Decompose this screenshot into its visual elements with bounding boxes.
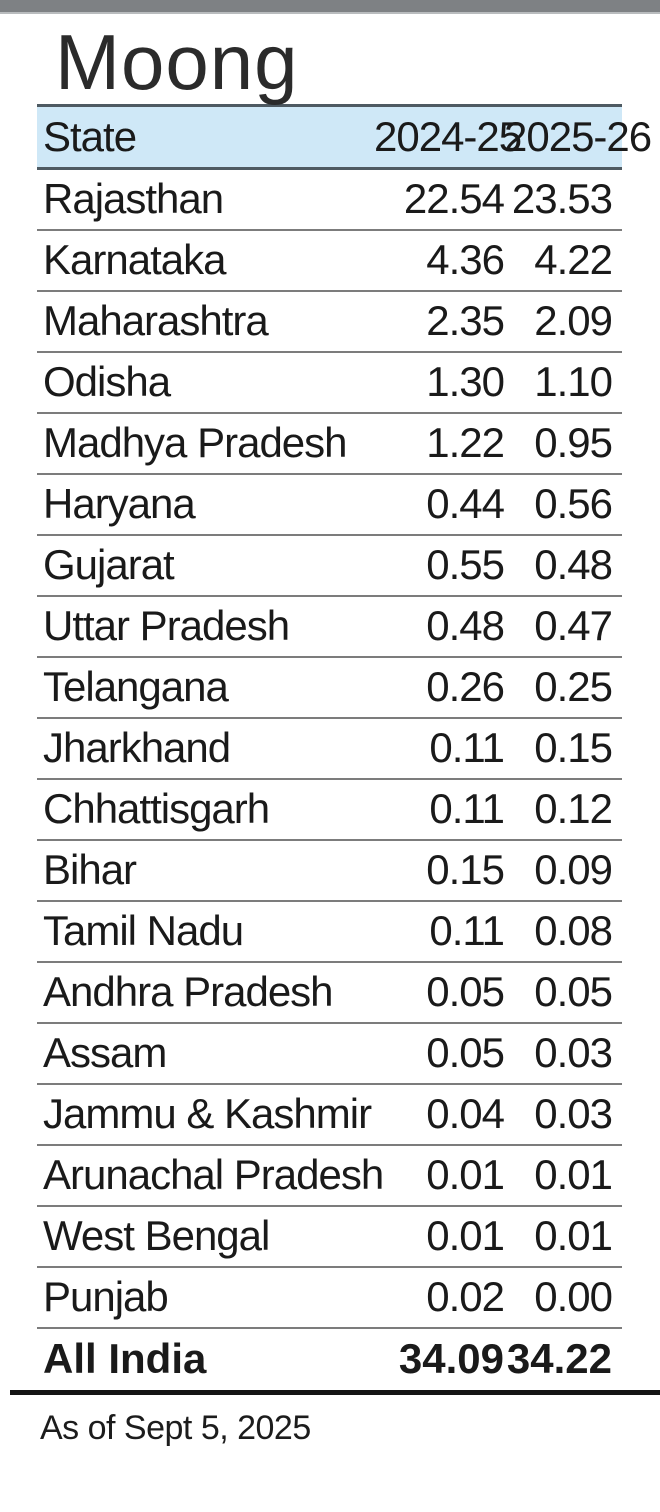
col-header-year1: 2024-25 [374,112,522,160]
state-name: Andhra Pradesh [43,968,334,1016]
table-row: Jharkhand 0.11 0.15 [37,719,622,780]
footnote: As of Sept 5, 2025 [40,1408,311,1447]
value-2024-25: 1.30 [426,358,505,406]
table-body: Rajasthan 22.54 23.53 Karnataka 4.36 4.2… [37,170,622,1329]
table-row: Chhattisgarh 0.11 0.12 [37,780,622,841]
table-row: West Bengal 0.01 0.01 [37,1207,622,1268]
bottom-rule [10,1389,660,1395]
value-2025-26: 0.12 [534,785,613,833]
table-row: Uttar Pradesh 0.48 0.47 [37,597,622,658]
state-name: Rajasthan [43,175,224,223]
value-2024-25: 0.05 [426,1029,505,1077]
value-2024-25: 0.02 [426,1273,505,1321]
value-2024-25: 0.44 [426,480,505,528]
value-2025-26: 0.95 [534,419,613,467]
table-row: Maharashtra 2.35 2.09 [37,292,622,353]
state-name: Telangana [43,663,229,711]
value-2025-26: 0.09 [534,846,613,894]
value-2025-26: 0.25 [534,663,613,711]
table-row: Rajasthan 22.54 23.53 [37,170,622,231]
data-table: State 2024-25 2025-26 Rajasthan 22.54 23… [37,103,652,1390]
value-2024-25: 0.11 [429,907,505,955]
state-name: Tamil Nadu [43,907,244,955]
table-row: Haryana 0.44 0.56 [37,475,622,536]
value-2025-26: 0.47 [534,602,613,650]
state-name: Madhya Pradesh [43,419,348,467]
table-row: Jammu & Kashmir 0.04 0.03 [37,1085,622,1146]
state-name: Punjab [43,1273,169,1321]
state-name: Odisha [43,358,171,406]
value-2024-25: 22.54 [403,175,505,223]
value-2025-26: 0.01 [534,1151,613,1199]
state-name: West Bengal [43,1212,270,1260]
value-2025-26: 0.05 [534,968,613,1016]
value-2024-25: 0.05 [426,968,505,1016]
table-row: Karnataka 4.36 4.22 [37,231,622,292]
value-2024-25: 0.26 [426,663,505,711]
state-name: Assam [43,1029,167,1077]
page-title: Moong [55,18,299,106]
value-2024-25: 2.35 [426,297,505,345]
state-name: Arunachal Pradesh [43,1151,384,1199]
table-row: Arunachal Pradesh 0.01 0.01 [37,1146,622,1207]
value-2024-25: 0.15 [426,846,505,894]
value-2025-26: 0.48 [534,541,613,589]
value-2024-25: 0.01 [426,1212,505,1260]
value-2025-26: 1.10 [534,358,613,406]
table-row: Telangana 0.26 0.25 [37,658,622,719]
value-2024-25: 0.01 [426,1151,505,1199]
total-row: All India 34.09 34.22 [37,1329,622,1390]
value-2024-25: 0.04 [426,1090,505,1138]
state-name: Maharashtra [43,297,269,345]
value-2024-25: 1.22 [426,419,505,467]
state-name: Gujarat [43,541,175,589]
value-2025-26: 0.56 [534,480,613,528]
state-name: Haryana [43,480,196,528]
table-row: Assam 0.05 0.03 [37,1024,622,1085]
table-header-row: State 2024-25 2025-26 [37,103,652,170]
col-header-year2: 2025-26 [504,112,652,160]
table-row: Gujarat 0.55 0.48 [37,536,622,597]
total-value-2024-25: 34.09 [398,1335,504,1383]
table-row: Madhya Pradesh 1.22 0.95 [37,414,622,475]
state-name: Jammu & Kashmir [43,1090,372,1138]
state-name: Karnataka [43,236,226,284]
table-row: Punjab 0.02 0.00 [37,1268,622,1329]
value-2025-26: 0.03 [534,1090,613,1138]
top-divider-bar [0,0,660,14]
table-row: Tamil Nadu 0.11 0.08 [37,902,622,963]
value-2024-25: 4.36 [426,236,505,284]
value-2024-25: 0.48 [426,602,505,650]
value-2025-26: 0.00 [534,1273,613,1321]
state-name: Uttar Pradesh [43,602,290,650]
value-2025-26: 23.53 [511,175,613,223]
table-row: Andhra Pradesh 0.05 0.05 [37,963,622,1024]
state-name: Jharkhand [43,724,231,772]
value-2025-26: 2.09 [534,297,613,345]
value-2025-26: 0.08 [534,907,613,955]
state-name: Bihar [43,846,137,894]
state-name: Chhattisgarh [43,785,270,833]
value-2025-26: 0.01 [534,1212,613,1260]
table-row: Bihar 0.15 0.09 [37,841,622,902]
value-2024-25: 0.11 [429,785,505,833]
value-2025-26: 0.15 [534,724,613,772]
total-label: All India [43,1335,207,1383]
value-2025-26: 0.03 [534,1029,613,1077]
col-header-state: State [43,112,137,160]
table-row: Odisha 1.30 1.10 [37,353,622,414]
value-2025-26: 4.22 [534,236,613,284]
total-value-2025-26: 34.22 [506,1335,612,1383]
value-2024-25: 0.55 [426,541,505,589]
value-2024-25: 0.11 [429,724,505,772]
